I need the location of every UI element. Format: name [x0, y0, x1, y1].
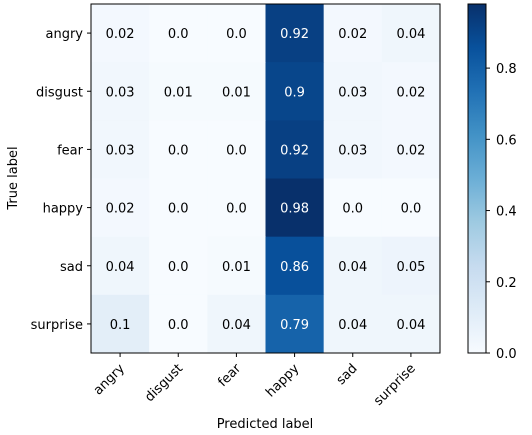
heatmap-cell: [149, 178, 208, 238]
cell-value-labels: 0.02 0.0 0.0 0.92 0.02 0.04 0.03 0.01 0.01 0.9 0.0…: [106, 27, 426, 333]
heatmap-cell: [91, 294, 150, 354]
y-axis-ticks: angry disgust fear happy sad surprise: [31, 27, 91, 333]
heatmap-cell: [207, 178, 266, 238]
cell-value-label: 0.0: [168, 27, 189, 42]
heatmap-cell: [91, 236, 150, 296]
colorbar-tick-label: 0.4: [496, 205, 517, 220]
x-tick-label: angry: [91, 361, 128, 398]
heatmap-cell: [265, 236, 325, 296]
heatmap-cell: [207, 236, 266, 296]
heatmap-cell: [149, 120, 208, 179]
cell-value-label: 0.04: [338, 260, 367, 275]
colorbar-tick-label: 0.2: [496, 276, 517, 291]
x-tick-label: surprise: [371, 361, 419, 409]
y-tick-label: sad: [60, 260, 83, 275]
cell-value-label: 0.04: [396, 318, 425, 333]
cell-value-label: 0.0: [226, 202, 247, 217]
x-tick-label: sad: [334, 361, 361, 388]
cell-value-label: 0.04: [222, 318, 251, 333]
heatmap-cell: [265, 178, 325, 238]
x-axis-ticks: angry disgust fear happy sad surprise: [91, 353, 419, 409]
heatmap-cell: [323, 294, 383, 354]
heatmap-cell: [265, 294, 325, 354]
heatmap-cell: [381, 4, 441, 63]
cell-value-label: 0.02: [396, 85, 425, 100]
cell-value-label: 0.03: [338, 143, 367, 158]
heatmap-cells: [91, 4, 441, 354]
heatmap-cell: [381, 62, 441, 121]
y-tick-label: angry: [46, 27, 84, 42]
cell-value-label: 0.92: [280, 143, 309, 158]
cell-value-label: 0.79: [280, 318, 309, 333]
cell-value-label: 0.03: [106, 143, 135, 158]
heatmap-cell: [149, 62, 208, 121]
x-tick-label: happy: [263, 361, 302, 400]
cell-value-label: 0.86: [280, 260, 309, 275]
heatmap-cell: [207, 120, 266, 179]
heatmap-cell: [323, 120, 383, 179]
x-tick-label: disgust: [142, 361, 186, 405]
x-axis-label: Predicted label: [217, 417, 314, 432]
heatmap-cell: [323, 4, 383, 63]
heatmap-cell: [323, 236, 383, 296]
heatmap-cell: [381, 294, 441, 354]
y-axis-label: True label: [6, 146, 21, 210]
heatmap-cell: [207, 62, 266, 121]
heatmap-cell: [323, 62, 383, 121]
colorbar: [467, 3, 487, 354]
colorbar-tick-label: 0.6: [496, 133, 517, 148]
cell-value-label: 0.0: [168, 202, 189, 217]
cell-value-label: 0.01: [222, 85, 251, 100]
cell-value-label: 0.02: [106, 27, 135, 42]
cell-value-label: 0.9: [284, 85, 305, 100]
cell-value-label: 0.0: [226, 143, 247, 158]
cell-value-label: 0.0: [226, 27, 247, 42]
y-tick-label: surprise: [31, 318, 83, 333]
cell-value-label: 0.04: [396, 27, 425, 42]
y-tick-label: happy: [43, 202, 84, 217]
colorbar-ticks: 0.0 0.2 0.4 0.6 0.8: [486, 62, 517, 362]
plot-frame: [90, 3, 441, 354]
heatmap-cell: [381, 120, 441, 179]
heatmap-cell: [265, 62, 325, 121]
heatmap-cell: [91, 178, 150, 238]
heatmap-cell: [265, 4, 325, 63]
heatmap-cell: [265, 120, 325, 179]
cell-value-label: 0.01: [164, 85, 193, 100]
y-tick-label: fear: [57, 143, 84, 158]
cell-value-label: 0.02: [396, 143, 425, 158]
cell-value-label: 0.0: [168, 143, 189, 158]
cell-value-label: 0.0: [401, 202, 422, 217]
cell-value-label: 0.05: [396, 260, 425, 275]
heatmap-cell: [207, 294, 266, 354]
cell-value-label: 0.01: [222, 260, 251, 275]
heatmap-cell: [149, 4, 208, 63]
heatmap-cell: [381, 236, 441, 296]
heatmap-cell: [149, 294, 208, 354]
heatmap-cell: [323, 178, 383, 238]
cell-value-label: 0.92: [280, 27, 309, 42]
cell-value-label: 0.0: [168, 318, 189, 333]
cell-value-label: 0.03: [106, 85, 135, 100]
cell-value-label: 0.0: [168, 260, 189, 275]
heatmap-cell: [91, 120, 150, 179]
cell-value-label: 0.98: [280, 202, 309, 217]
y-tick-label: disgust: [36, 85, 83, 100]
cell-value-label: 0.04: [106, 260, 135, 275]
heatmap-cell: [91, 4, 150, 63]
cell-value-label: 0.03: [338, 85, 367, 100]
heatmap-cell: [381, 178, 441, 238]
cell-value-label: 0.0: [342, 202, 363, 217]
x-tick-label: fear: [215, 361, 244, 390]
colorbar-tick-label: 0.0: [496, 347, 517, 362]
heatmap-cell: [207, 4, 266, 63]
cell-value-label: 0.02: [106, 202, 135, 217]
cell-value-label: 0.04: [338, 318, 367, 333]
cell-value-label: 0.02: [338, 27, 367, 42]
heatmap-cell: [91, 62, 150, 121]
heatmap-cell: [149, 236, 208, 296]
cell-value-label: 0.1: [110, 318, 131, 333]
colorbar-tick-label: 0.8: [496, 62, 517, 77]
